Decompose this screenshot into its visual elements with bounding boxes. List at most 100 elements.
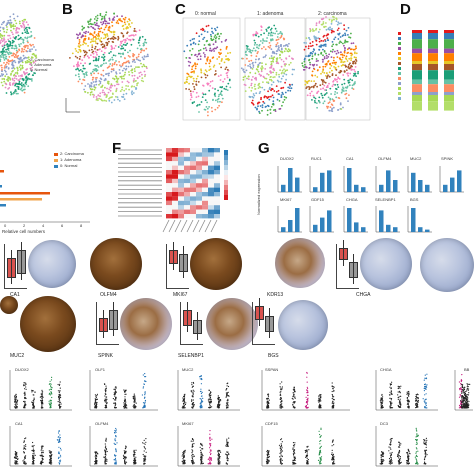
violin-point [423,387,425,389]
violin-point [210,450,212,452]
violin-point [23,462,25,464]
heatmap-cell [196,178,202,184]
violin-point [32,463,35,465]
violin-point [182,454,184,456]
violin-point [467,394,470,396]
violin-point [227,458,229,460]
heatmap-cell [172,152,178,157]
violin-point [199,398,201,400]
violin-point [104,462,106,464]
violin-point [463,394,465,396]
heatmap-cell [196,214,202,219]
violin-point [182,458,184,460]
ihc-label-olfm4: OLFM4 [100,292,117,298]
violin-point [143,458,145,460]
heatmap-col-label [162,219,170,233]
violin-point [106,402,108,404]
boxplot-box [349,262,358,278]
violin-point [124,396,126,398]
violin-point [226,406,228,408]
violin-point [50,402,53,404]
violin-point [266,397,268,400]
violin-point [294,456,296,458]
panel-g-gene-5: MUC2 [410,156,422,161]
violin-point [32,454,34,457]
heatmap-cell [172,200,178,206]
violin-point [201,462,203,465]
violin-point [15,403,17,405]
violin-point [50,385,52,387]
violin-point [461,395,463,397]
violin-point [281,445,283,447]
violin-point [464,398,466,400]
violin-point [407,454,409,456]
violin-point [200,383,202,385]
panel-e-legend-2: 2: Carcinoma [60,151,84,156]
violin-point [461,399,463,401]
g-bot-3-bar [379,210,384,232]
violin-point [226,455,228,457]
violin-point [59,387,61,389]
violin-point [23,385,25,387]
violin-point [49,455,51,457]
violin-point [397,405,400,408]
violin-point [209,463,211,465]
violin-point [57,432,60,434]
violin-point [199,405,201,407]
violin-point [292,396,294,398]
violin-point [31,441,34,444]
violin-point [415,436,417,438]
violin-point [50,393,52,395]
violin-point [332,406,334,408]
violin-point [115,440,117,442]
violin-point [468,388,470,390]
violin-point [34,391,36,393]
middle-row [0,148,464,233]
violin-point [424,374,426,376]
violin-point [416,439,418,441]
violin-point [114,432,116,434]
heatmap-cell [214,192,220,197]
heatmap-cell [190,161,196,166]
violin-point [406,403,408,405]
violin-point [293,458,295,461]
violin-point [389,405,391,408]
violin-point [426,407,428,409]
violin-point [416,440,418,442]
violin-point [133,401,135,403]
panel-e-tick-0: 0 [4,223,7,228]
violin-point [320,397,322,399]
violin-point [219,461,221,463]
violin-point [466,383,468,385]
violin-point [424,461,426,463]
g-top-2-bar [354,184,359,192]
violin-point [41,447,43,449]
violin-point [417,400,419,402]
violin-point [141,394,143,396]
stack-segment [444,70,454,80]
violin-point [134,398,136,400]
violin-point [306,392,308,394]
violin-point [15,397,17,399]
violin-point [133,452,135,454]
violin-point [399,386,401,388]
violin-point [191,395,193,397]
violin-point [331,458,333,460]
violin-point [49,462,51,464]
heatmap-cell [172,205,178,210]
violin-point [115,407,117,409]
g-top-3-bar [386,170,391,192]
violin-point [207,458,209,460]
violin-point [95,399,97,401]
violin-point [114,461,116,463]
violin-point [305,455,307,458]
violin-point [291,397,293,400]
violin-point [40,462,43,465]
violin-point [466,396,468,398]
violin-point [306,390,308,392]
violin-point [51,376,53,378]
violin-point [59,383,61,385]
violin-point [399,401,401,403]
violin-point [51,461,53,463]
g-bot-2-bar [361,227,366,232]
